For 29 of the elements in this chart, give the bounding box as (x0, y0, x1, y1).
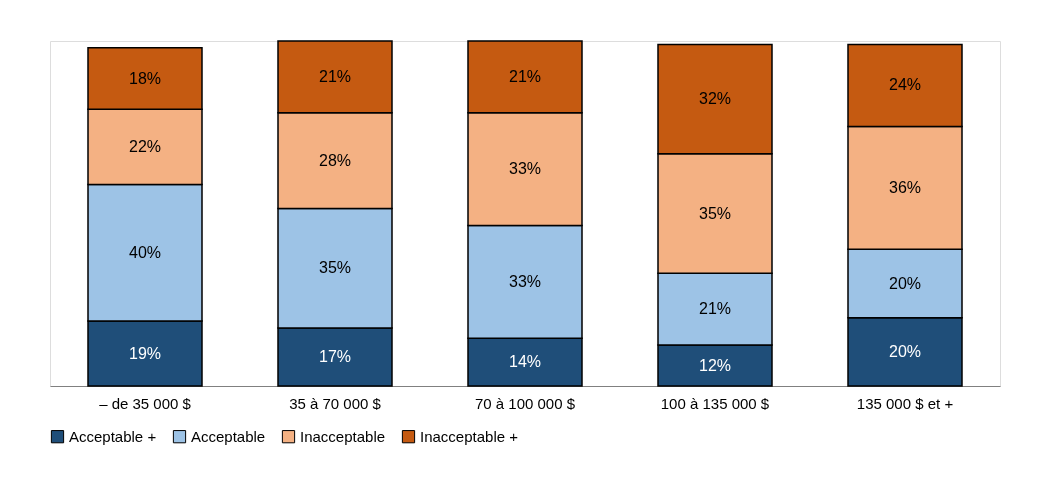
data-label: 21% (318, 67, 352, 85)
x-tick-label: 35 à 70 000 $ (289, 394, 382, 412)
data-label: 35% (318, 259, 352, 277)
legend-label: Inacceptable + (420, 427, 519, 445)
legend-label: Acceptable (191, 427, 266, 445)
data-label: 20% (888, 342, 922, 360)
data-label: 33% (508, 272, 542, 290)
data-label: 14% (508, 353, 542, 371)
x-tick-label: 100 à 135 000 $ (660, 394, 770, 412)
data-label: 35% (698, 204, 732, 222)
data-label: 18% (128, 69, 162, 87)
data-label: 36% (888, 178, 922, 196)
data-label: 17% (318, 347, 352, 365)
x-tick-label: – de 35 000 $ (99, 394, 192, 412)
x-tick-label: 70 à 100 000 $ (474, 394, 576, 412)
data-label: 21% (508, 67, 542, 85)
data-label: 33% (508, 160, 542, 178)
data-label: 40% (128, 243, 162, 261)
legend-label: Inacceptable (300, 427, 386, 445)
data-label: 28% (318, 151, 352, 169)
data-label: 24% (888, 76, 922, 94)
data-label: 32% (698, 90, 732, 108)
data-label: 19% (128, 344, 162, 362)
x-tick-label: 135 000 $ et + (856, 394, 954, 412)
legend-label: Acceptable + (69, 427, 157, 445)
data-label: 12% (698, 356, 732, 374)
data-label: 22% (128, 137, 162, 155)
data-label: 21% (698, 300, 732, 318)
data-label: 20% (888, 274, 922, 292)
